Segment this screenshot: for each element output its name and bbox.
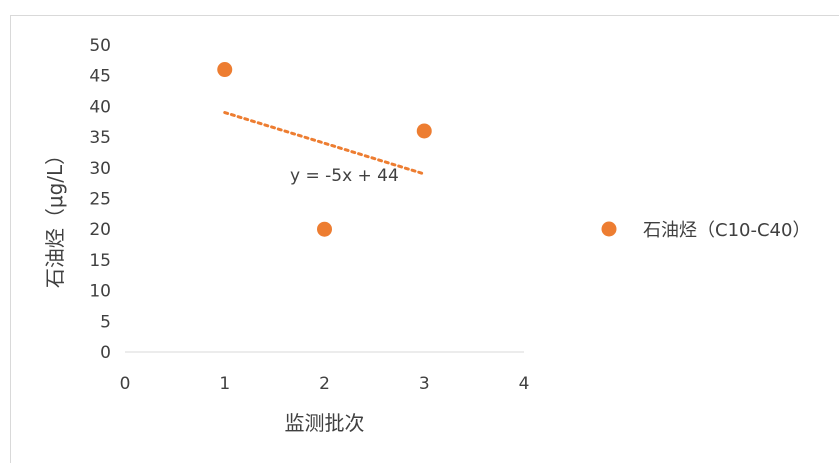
y-tick-label: 15	[89, 251, 111, 271]
y-tick-label: 50	[89, 36, 111, 56]
x-axis-title: 监测批次	[285, 411, 365, 435]
y-tick-label: 30	[89, 159, 111, 179]
legend-marker	[601, 221, 617, 237]
data-point	[416, 123, 432, 139]
y-tick-label: 40	[89, 97, 111, 117]
y-axis-ticks: 0 5 10 15 20 25 30 35 40 45 50	[89, 36, 111, 363]
y-tick-label: 25	[89, 190, 111, 210]
trendline-equation: y = -5x + 44	[290, 166, 399, 186]
x-axis-ticks: 0 1 2 3 4	[120, 374, 530, 394]
legend-label: 石油烃（C10-C40）	[643, 220, 810, 241]
x-tick-label: 1	[219, 374, 230, 394]
y-tick-label: 35	[89, 128, 111, 148]
x-tick-label: 0	[120, 374, 131, 394]
y-axis-title: 石油烃（μg/L）	[43, 145, 67, 288]
y-tick-label: 10	[89, 282, 111, 302]
data-point	[317, 221, 332, 237]
y-tick-label: 5	[100, 312, 111, 332]
y-tick-label: 45	[89, 67, 111, 87]
x-tick-label: 3	[419, 374, 430, 394]
chart-frame	[10, 15, 839, 463]
data-points	[217, 62, 432, 237]
trendline	[223, 111, 426, 176]
x-tick-label: 4	[519, 374, 530, 394]
y-tick-label: 0	[100, 343, 111, 363]
y-tick-label: 20	[89, 220, 111, 240]
x-tick-label: 2	[319, 374, 330, 394]
data-point	[217, 62, 233, 78]
legend: 石油烃（C10-C40）	[601, 220, 810, 241]
